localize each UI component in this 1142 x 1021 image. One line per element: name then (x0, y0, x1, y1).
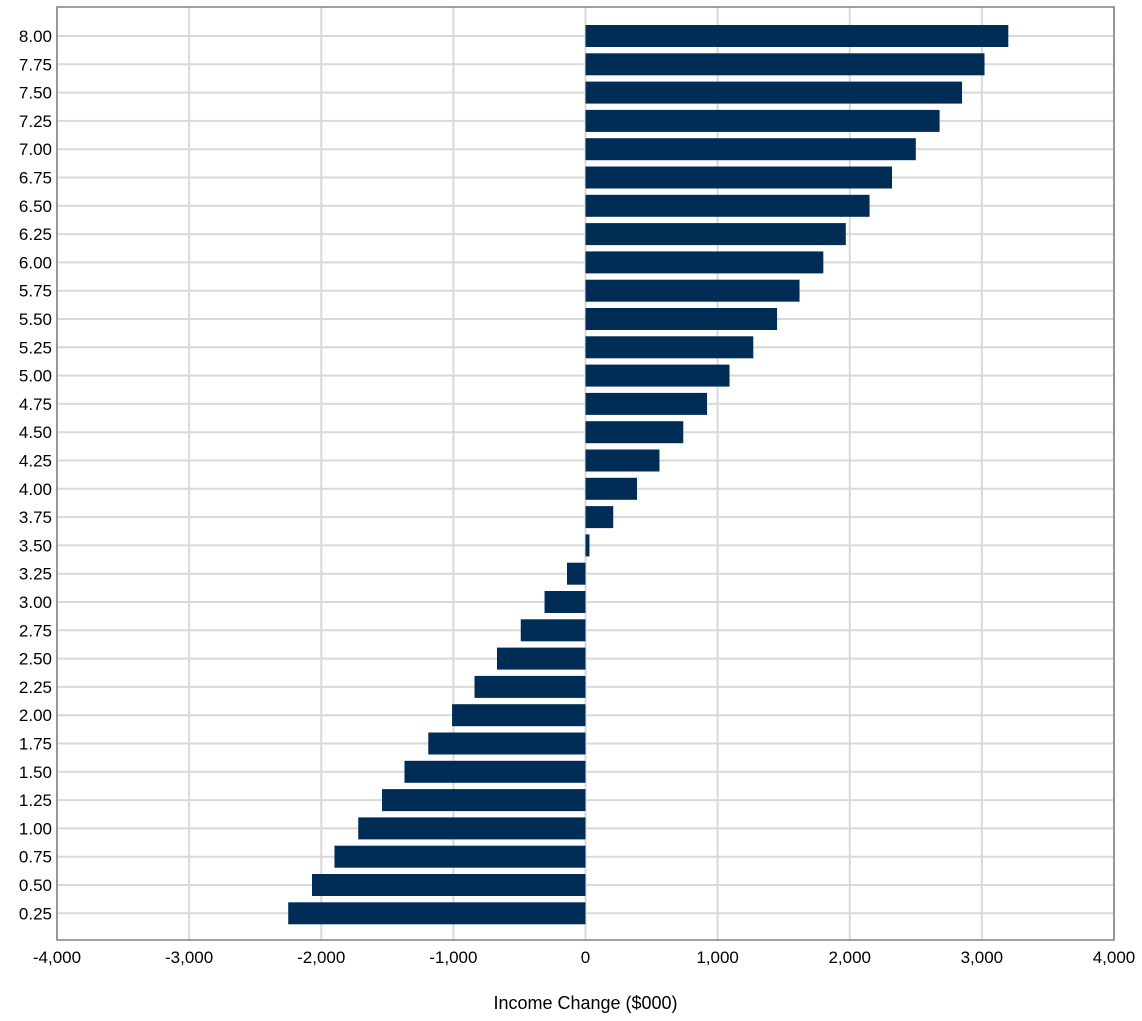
bar-3.25 (567, 562, 586, 585)
bar-2.25 (474, 675, 586, 698)
bar-4.25 (585, 449, 660, 472)
bar-2.75 (520, 619, 586, 642)
bar-0.75 (334, 845, 586, 868)
bar-1.00 (358, 817, 586, 840)
y-tick-label: 7.50 (19, 84, 52, 103)
y-tick-label: 7.00 (19, 140, 52, 159)
y-tick-label: 1.75 (19, 735, 52, 754)
bar-7.50 (585, 81, 963, 104)
bar-5.50 (585, 308, 778, 330)
y-tick-label: 0.75 (19, 848, 52, 867)
x-tick-labels: -4,000 -3,000 -2,000 -1,000 0 1,000 2,000 3,000… (33, 948, 1135, 967)
x-tick-label: -1,000 (429, 948, 477, 967)
y-tick-label: 1.25 (19, 791, 52, 810)
y-tick-label: 3.25 (19, 565, 52, 584)
x-tick-label: 1,000 (696, 948, 739, 967)
bar-0.25 (288, 902, 586, 925)
y-tick-label: 3.75 (19, 508, 52, 527)
y-tick-label: 4.00 (19, 480, 52, 499)
bar-1.50 (404, 760, 586, 783)
y-tick-label: 6.25 (19, 225, 52, 244)
y-tick-label: 1.50 (19, 763, 52, 782)
y-tick-label: 2.25 (19, 678, 52, 697)
y-tick-label: 4.75 (19, 395, 52, 414)
bar-2.00 (452, 704, 586, 727)
x-tick-label: -4,000 (33, 948, 81, 967)
y-tick-label: 4.25 (19, 452, 52, 471)
x-tick-label: -2,000 (297, 948, 345, 967)
bar-5.25 (585, 336, 754, 359)
y-tick-label: 5.75 (19, 282, 52, 301)
y-tick-label: 5.25 (19, 338, 52, 357)
y-tick-label: 2.75 (19, 621, 52, 640)
y-tick-labels: 0.25 0.50 0.75 1.00 1.25 1.50 1.75 2.00 2.25 2.50… (19, 27, 52, 923)
y-tick-label: 7.75 (19, 55, 52, 74)
y-tick-label: 3.50 (19, 536, 52, 555)
bar-7.75 (585, 53, 985, 76)
y-tick-label: 1.00 (19, 819, 52, 838)
x-axis-title: Income Change ($000) (493, 993, 677, 1013)
y-tick-label: 5.50 (19, 310, 52, 329)
bar-6.00 (585, 251, 824, 274)
bar-4.75 (585, 392, 708, 415)
bar-5.75 (585, 279, 800, 302)
bar-4.50 (585, 421, 684, 444)
bar-6.50 (585, 194, 870, 217)
bar-2.50 (496, 647, 586, 670)
y-tick-label: 6.75 (19, 169, 52, 188)
y-tick-label: 3.00 (19, 593, 52, 612)
y-tick-label: 0.25 (19, 904, 52, 923)
y-tick-label: 7.25 (19, 112, 52, 131)
bar-3.50 (585, 534, 590, 557)
y-tick-label: 6.50 (19, 197, 52, 216)
x-tick-label: 3,000 (961, 948, 1004, 967)
y-tick-label: 6.00 (19, 253, 52, 272)
bar-5.00 (585, 364, 730, 387)
bar-1.75 (428, 732, 586, 755)
bar-3.75 (585, 506, 614, 529)
bar-0.50 (312, 874, 586, 896)
bar-6.25 (585, 223, 846, 246)
y-tick-label: 2.50 (19, 650, 52, 669)
y-tick-label: 4.50 (19, 423, 52, 442)
bar-4.00 (585, 477, 638, 500)
y-tick-label: 5.00 (19, 367, 52, 386)
bar-7.25 (585, 109, 940, 132)
y-tick-label: 2.00 (19, 706, 52, 725)
bar-1.25 (382, 789, 586, 812)
x-tick-label: 0 (581, 948, 590, 967)
x-tick-label: 2,000 (828, 948, 871, 967)
bar-7.00 (585, 138, 916, 161)
x-tick-label: -3,000 (165, 948, 213, 967)
x-tick-label: 4,000 (1093, 948, 1136, 967)
bar-8.00 (585, 25, 1009, 47)
bar-6.75 (585, 166, 893, 189)
y-tick-label: 0.50 (19, 876, 52, 895)
bar-3.00 (544, 591, 586, 613)
y-tick-label: 8.00 (19, 27, 52, 46)
plot-frame (56, 6, 1115, 941)
bars-layer (288, 25, 1009, 925)
